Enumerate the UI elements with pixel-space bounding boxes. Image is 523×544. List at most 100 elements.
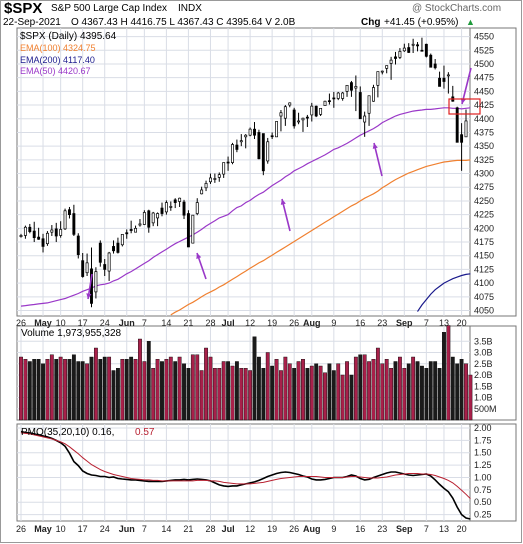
price-x-label: 26 — [16, 318, 26, 328]
price-x-label: 17 — [78, 318, 88, 328]
candle-body — [336, 92, 340, 99]
arrow-head-icon — [372, 143, 378, 149]
volume-bar — [41, 363, 45, 421]
symbol-title: $SPX — [4, 0, 43, 17]
candle-body — [363, 115, 367, 123]
candle-body — [151, 212, 155, 224]
price-tick-label: 4075 — [474, 292, 494, 302]
candle-body — [200, 189, 204, 195]
candle-body — [169, 206, 173, 208]
pmo-x-label: 9 — [331, 524, 336, 534]
price-x-label: 9 — [331, 318, 336, 328]
volume-tick-label: 3.5B — [474, 336, 493, 346]
candle-body — [235, 144, 239, 150]
candle-body — [107, 252, 111, 272]
volume-bar — [45, 359, 50, 421]
candle-body — [288, 102, 292, 106]
volume-bar — [345, 361, 349, 421]
candle-body — [283, 106, 287, 119]
volume-bar — [323, 372, 327, 421]
candle-body — [389, 59, 393, 64]
volume-bar — [204, 347, 208, 421]
candle-body — [292, 109, 296, 127]
price-tick-label: 4200 — [474, 223, 494, 233]
legend-price: $SPX (Daily) 4395.64 — [20, 31, 117, 42]
change-value: +41.45 (+0.95%) — [384, 17, 459, 28]
candle-body — [178, 197, 182, 202]
price-x-label: 23 — [377, 318, 387, 328]
candle-body — [349, 82, 353, 91]
volume-bar — [239, 368, 244, 421]
annotation-arrow — [461, 67, 472, 105]
candle-body — [327, 100, 331, 103]
volume-bar — [80, 361, 85, 421]
pmo-x-label: 21 — [183, 524, 193, 534]
pmo-x-label: 12 — [245, 524, 255, 534]
pmo-x-label: Jun — [119, 524, 135, 534]
price-tick-label: 4500 — [474, 59, 494, 69]
volume-bar — [287, 363, 292, 421]
volume-tick-label: 3.0B — [474, 348, 493, 358]
price-tick-label: 4100 — [474, 278, 494, 288]
candle-body — [305, 116, 309, 119]
volume-bar — [226, 361, 230, 421]
legend-ema100: EMA(100) 4324.75 — [20, 43, 96, 53]
volume-bar — [89, 356, 94, 421]
pmo-tick-label: 1.50 — [474, 448, 492, 458]
candle-body — [341, 92, 345, 99]
candle-body — [120, 234, 124, 246]
candle-body — [173, 199, 177, 203]
volume-bar — [455, 363, 460, 421]
candle-body — [332, 97, 336, 100]
volume-bar — [160, 361, 164, 421]
volume-bar — [336, 363, 341, 421]
price-tick-label: 4175 — [474, 237, 494, 247]
candle-body — [261, 133, 265, 172]
price-tick-label: 4225 — [474, 210, 494, 220]
volume-bar — [459, 359, 464, 421]
volume-bar — [116, 368, 120, 421]
volume-bar — [67, 359, 72, 421]
pmo-tick-label: 1.00 — [474, 472, 492, 482]
volume-bar — [49, 354, 54, 421]
volume-bar — [23, 359, 28, 421]
candle-body — [253, 128, 256, 136]
volume-tick-label: 2.5B — [474, 359, 493, 369]
price-x-label: 21 — [183, 318, 193, 328]
volume-bar — [19, 356, 23, 421]
volume-bar — [411, 356, 416, 421]
candle-body — [23, 226, 27, 236]
volume-bar — [98, 359, 103, 421]
panel-frame — [16, 423, 517, 522]
candle-body — [54, 228, 58, 237]
volume-bar — [208, 356, 213, 421]
volume-bar — [402, 368, 407, 421]
candle-body — [376, 71, 380, 86]
candle-body — [45, 232, 49, 245]
arrow-head-icon — [280, 199, 286, 205]
volume-bar — [32, 359, 37, 421]
volume-bar — [292, 368, 297, 421]
candle-body — [217, 174, 221, 178]
pmo-x-label: 26 — [16, 524, 26, 534]
volume-bar — [168, 356, 173, 421]
candle-body — [59, 229, 63, 236]
volume-bar — [133, 359, 138, 421]
volume-bar — [248, 370, 253, 421]
volume-bar — [464, 363, 468, 421]
candle-body — [85, 262, 89, 274]
volume-bar — [217, 368, 222, 421]
volume-bar — [142, 361, 147, 421]
candle-body — [226, 161, 230, 164]
volume-bar — [111, 370, 116, 421]
volume-bar — [58, 356, 63, 421]
pmo-x-label: 7 — [424, 524, 429, 534]
candle-body — [270, 135, 274, 138]
ohlc-values: O 4367.43 H 4416.75 L 4367.43 C 4395.64 … — [71, 17, 296, 28]
candle-body — [402, 47, 406, 52]
candle-body — [424, 43, 428, 57]
candle-body — [429, 54, 433, 68]
volume-bar — [234, 361, 239, 421]
